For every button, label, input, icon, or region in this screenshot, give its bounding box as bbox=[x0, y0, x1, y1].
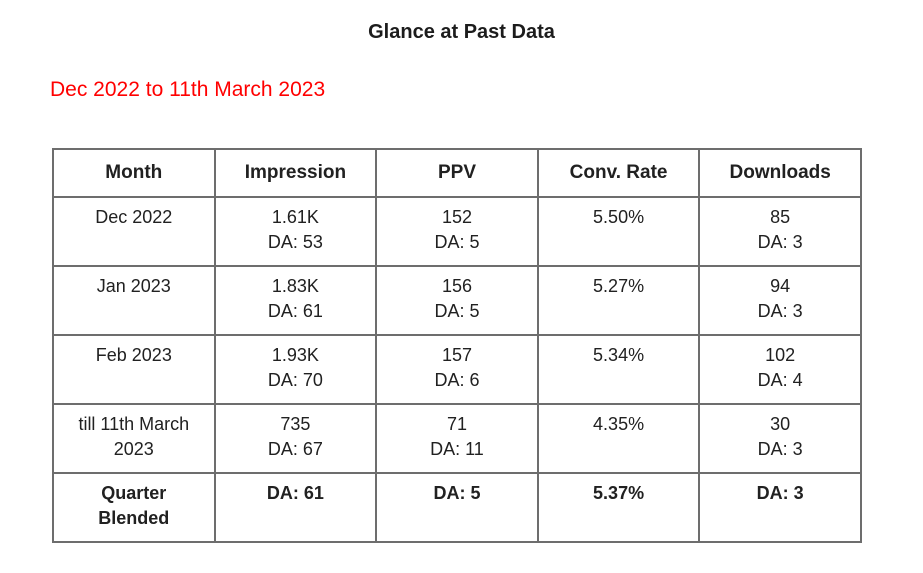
column-header-conv-rate: Conv. Rate bbox=[536, 148, 701, 198]
cell-line: 156 bbox=[441, 276, 472, 296]
cell-ppv: 71 DA: 11 bbox=[375, 403, 539, 474]
table-row-feb-2023: Feb 2023 1.93K DA: 70 157 DA: 6 5.34% 10… bbox=[52, 334, 862, 405]
cell-line: 1.61K bbox=[271, 207, 319, 227]
cell-line: DA: 3 bbox=[757, 301, 803, 321]
date-range-subtitle: Dec 2022 to 11th March 2023 bbox=[50, 78, 326, 101]
cell-line: 1.93K bbox=[271, 345, 319, 365]
cell-line: Dec 2022 bbox=[95, 207, 173, 227]
cell-line: DA: 3 bbox=[757, 232, 803, 252]
cell-line: Feb 2023 bbox=[95, 345, 172, 365]
table-header-row: Month Impression PPV Conv. Rate Download… bbox=[52, 148, 862, 198]
cell-conv-rate: 5.34% bbox=[536, 334, 701, 405]
cell-month: Dec 2022 bbox=[52, 196, 216, 267]
table-row-jan-2023: Jan 2023 1.83K DA: 61 156 DA: 5 5.27% 94… bbox=[52, 265, 862, 336]
cell-line: 30 bbox=[770, 414, 791, 434]
cell-downloads: 30 DA: 3 bbox=[698, 403, 862, 474]
cell-downloads: 94 DA: 3 bbox=[698, 265, 862, 336]
table-body: Dec 2022 1.61K DA: 53 152 DA: 5 5.50% 85… bbox=[52, 196, 862, 543]
cell-impression: 1.93K DA: 70 bbox=[213, 334, 378, 405]
cell-line: 5.27% bbox=[593, 276, 645, 296]
column-header-month: Month bbox=[52, 148, 216, 198]
cell-line: 94 bbox=[770, 276, 791, 296]
cell-line: DA: 6 bbox=[434, 370, 480, 390]
cell-line: 5.50% bbox=[593, 207, 645, 227]
cell-line: DA: 5 bbox=[434, 301, 480, 321]
cell-ppv: 156 DA: 5 bbox=[375, 265, 539, 336]
column-header-ppv: PPV bbox=[375, 148, 539, 198]
cell-impression: 735 DA: 67 bbox=[213, 403, 378, 474]
cell-line: DA: 3 bbox=[757, 439, 803, 459]
cell-month: till 11th March 2023 bbox=[52, 403, 216, 474]
cell-line: 157 bbox=[441, 345, 472, 365]
table-row-till-11th-march: till 11th March 2023 735 DA: 67 71 DA: 1… bbox=[52, 403, 862, 474]
cell-month: Quarter Blended bbox=[52, 472, 216, 543]
cell-line: 71 bbox=[446, 414, 467, 434]
cell-line: DA: 53 bbox=[267, 232, 323, 252]
cell-downloads: 102 DA: 4 bbox=[698, 334, 862, 405]
cell-conv-rate: 5.50% bbox=[536, 196, 701, 267]
cell-line: 5.37% bbox=[593, 483, 645, 503]
cell-conv-rate: 4.35% bbox=[536, 403, 701, 474]
cell-line: Blended bbox=[98, 508, 170, 528]
cell-line: DA: 3 bbox=[756, 483, 804, 503]
table-row-quarter-blended: Quarter Blended DA: 61 DA: 5 5.37% DA: 3 bbox=[52, 472, 862, 543]
cell-line: 735 bbox=[280, 414, 311, 434]
cell-line: DA: 70 bbox=[267, 370, 323, 390]
cell-line: DA: 67 bbox=[267, 439, 323, 459]
cell-line: DA: 61 bbox=[267, 301, 323, 321]
table-row-dec-2022: Dec 2022 1.61K DA: 53 152 DA: 5 5.50% 85… bbox=[52, 196, 862, 267]
cell-impression: 1.83K DA: 61 bbox=[213, 265, 378, 336]
cell-downloads: 85 DA: 3 bbox=[698, 196, 862, 267]
cell-line: Quarter bbox=[101, 483, 167, 503]
page-title: Glance at Past Data bbox=[368, 21, 555, 43]
cell-impression: DA: 61 bbox=[213, 472, 378, 543]
cell-line: 1.83K bbox=[271, 276, 319, 296]
cell-line: DA: 5 bbox=[434, 232, 480, 252]
cell-line: DA: 11 bbox=[430, 439, 484, 459]
cell-downloads: DA: 3 bbox=[698, 472, 862, 543]
cell-ppv: 157 DA: 6 bbox=[375, 334, 539, 405]
cell-line: 4.35% bbox=[593, 414, 645, 434]
cell-ppv: DA: 5 bbox=[375, 472, 539, 543]
cell-conv-rate: 5.37% bbox=[536, 472, 701, 543]
cell-line: 5.34% bbox=[593, 345, 645, 365]
column-header-downloads: Downloads bbox=[698, 148, 862, 198]
cell-line: 85 bbox=[770, 207, 791, 227]
cell-line: DA: 61 bbox=[266, 483, 324, 503]
table-head: Month Impression PPV Conv. Rate Download… bbox=[52, 148, 862, 198]
cell-month: Feb 2023 bbox=[52, 334, 216, 405]
cell-line: 2023 bbox=[113, 439, 154, 459]
cell-month: Jan 2023 bbox=[52, 265, 216, 336]
cell-line: 102 bbox=[765, 345, 796, 365]
cell-line: DA: 5 bbox=[433, 483, 481, 503]
cell-line: Jan 2023 bbox=[96, 276, 171, 296]
past-data-table: Month Impression PPV Conv. Rate Download… bbox=[52, 148, 862, 543]
cell-conv-rate: 5.27% bbox=[536, 265, 701, 336]
cell-line: 152 bbox=[441, 207, 472, 227]
cell-impression: 1.61K DA: 53 bbox=[213, 196, 378, 267]
cell-ppv: 152 DA: 5 bbox=[375, 196, 539, 267]
column-header-impression: Impression bbox=[213, 148, 378, 198]
cell-line: DA: 4 bbox=[757, 370, 803, 390]
cell-line: till 11th March bbox=[78, 414, 190, 434]
